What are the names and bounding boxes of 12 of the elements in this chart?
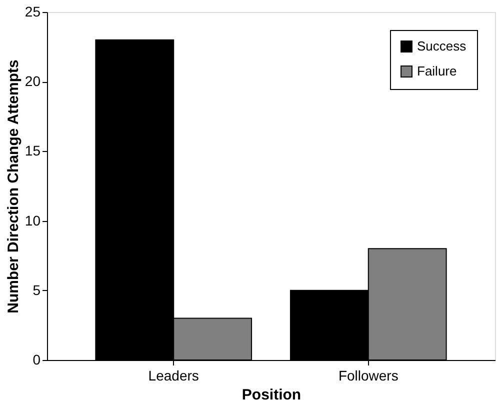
x-tick-label: Followers xyxy=(338,368,398,384)
y-tick-label: 20 xyxy=(24,73,41,90)
y-axis-title: Number Direction Change Attempts xyxy=(4,60,22,314)
x-axis-title: Position xyxy=(242,386,302,404)
legend-label: Failure xyxy=(417,64,457,78)
x-tick-label: Leaders xyxy=(148,368,199,384)
y-tick-label: 5 xyxy=(32,282,41,298)
y-tick-label: 10 xyxy=(24,212,41,228)
y-tick-label: 25 xyxy=(24,4,41,20)
legend-label: Success xyxy=(417,38,467,54)
y-tick-label: 15 xyxy=(24,142,41,159)
y-tick-label: 0 xyxy=(32,352,41,368)
